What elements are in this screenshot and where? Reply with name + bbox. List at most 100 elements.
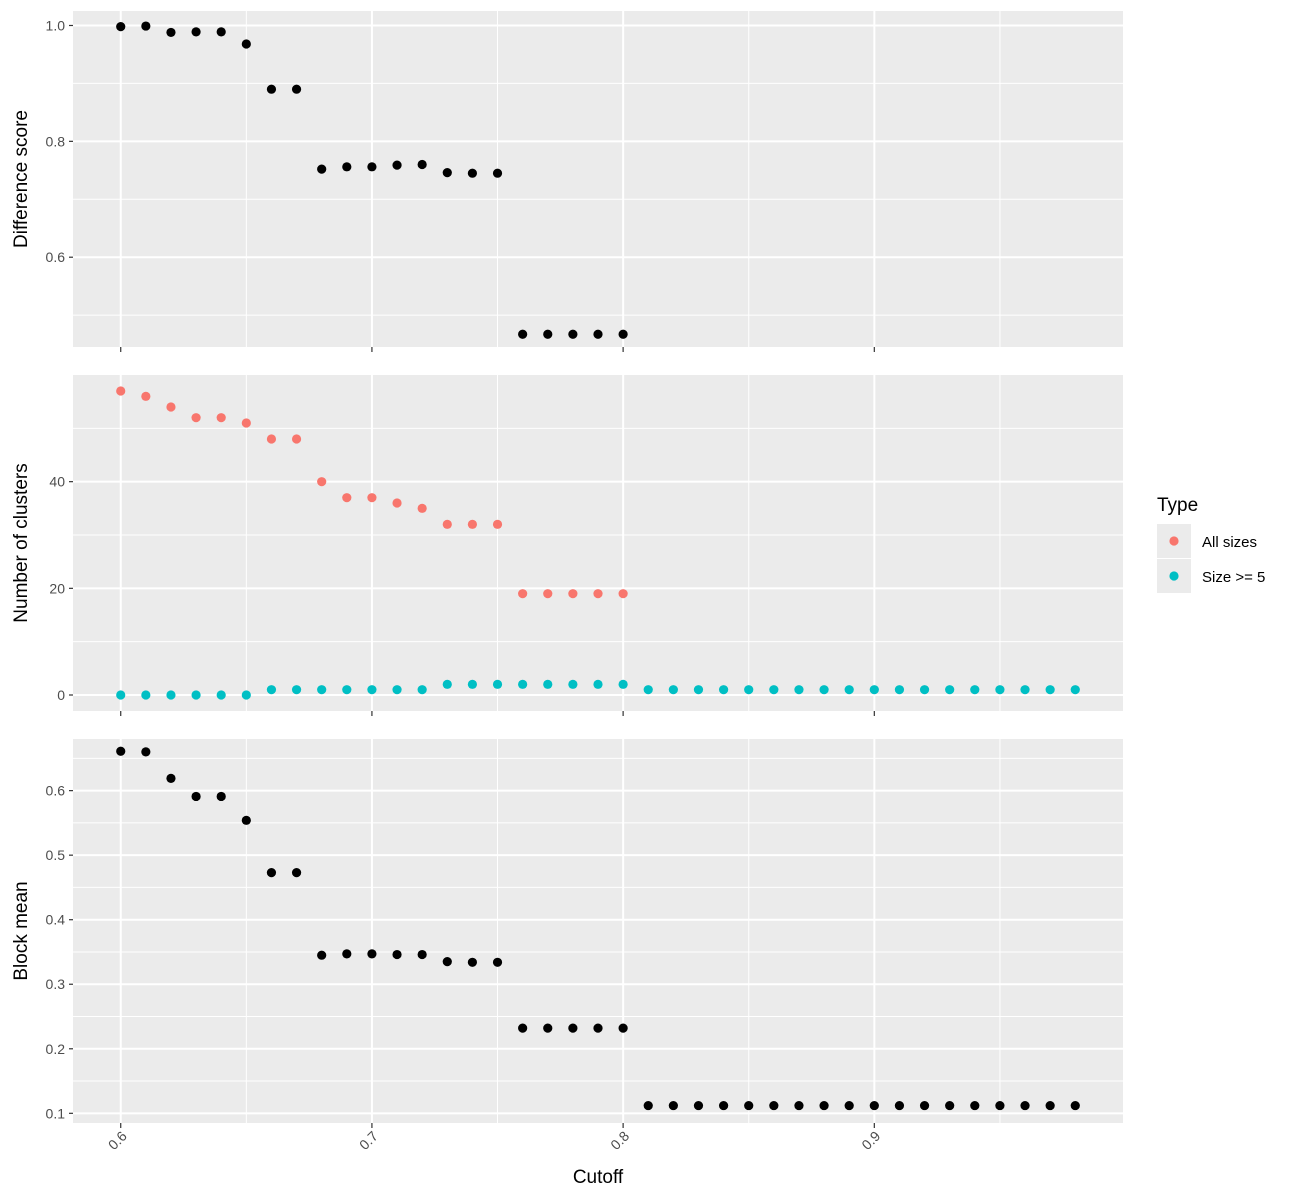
data-point [367,949,377,959]
data-point [894,1100,905,1111]
y-tick-label: 0.5 [46,847,66,863]
data-point [467,168,478,178]
data-point [241,815,251,825]
data-point [1045,685,1055,695]
data-point [166,402,176,412]
data-point [166,690,176,700]
data-point [417,949,427,960]
data-point [266,434,277,444]
data-point [342,949,352,959]
data-point [794,1100,804,1111]
panel-3: 0.1 0.2 0.3 0.4 0.5 0.6 Block mean [11,739,1123,1128]
data-point [191,413,201,423]
data-point [618,679,628,689]
data-point [266,685,277,695]
data-point [492,679,503,689]
data-point [844,685,854,695]
y-axis-title: Difference score [11,110,32,248]
data-point [869,1100,879,1111]
data-point [442,168,452,178]
data-point [668,1100,678,1111]
data-point [518,589,528,599]
y-tick-label: 0.3 [46,976,66,992]
data-point [116,22,126,32]
data-point [216,27,226,37]
data-point [1045,1100,1055,1111]
data-point [643,685,653,695]
data-point [342,162,352,172]
data-point [970,1100,980,1111]
data-point [492,957,503,967]
data-point [467,519,478,529]
data-point [568,329,578,339]
y-tick-label: 0.4 [46,912,66,928]
data-point [668,685,678,695]
y-tick-label: 0.8 [46,133,66,149]
panel-background [73,739,1123,1123]
legend-key-all-sizes [1169,536,1179,546]
data-point [116,690,126,700]
series-1-points [116,746,1080,1111]
data-point [392,949,402,960]
data-point [945,685,955,695]
data-point [794,685,804,695]
data-point [291,84,302,94]
data-point [869,685,879,695]
data-point [166,773,176,783]
data-point [593,679,603,689]
data-point [442,679,452,689]
data-point [492,168,503,178]
data-point [618,589,628,599]
data-point [718,685,729,695]
y-tick-label: 0.1 [46,1105,66,1121]
y-tick-label: 0.2 [46,1041,66,1057]
data-point [1020,1100,1030,1111]
legend-key-size-ge-5 [1169,571,1179,581]
data-point [116,386,126,396]
x-tick-label: 0.8 [607,1128,632,1153]
data-point [467,679,478,689]
data-point [342,685,352,695]
data-point [593,1023,603,1033]
y-tick-label: 1.0 [46,17,66,33]
data-point [291,434,302,444]
data-point [417,503,427,513]
data-point [543,329,553,339]
legend-label-all-sizes: All sizes [1202,534,1257,551]
data-point [241,690,251,700]
data-point [518,329,528,339]
data-point [693,1100,704,1111]
data-point [392,498,402,508]
legend-label-size-ge-5: Size >= 5 [1202,569,1265,586]
data-point [367,493,377,503]
data-point [216,413,226,423]
data-point [442,519,452,529]
series-1-points [116,386,628,599]
data-point [618,1023,628,1033]
data-point [392,160,402,170]
data-point [467,957,478,967]
data-point [317,477,327,487]
data-point [643,1100,653,1111]
data-point [1070,1100,1080,1111]
data-point [141,391,151,401]
data-point [266,84,277,94]
legend-title: Type [1157,495,1198,516]
series-2-points [116,679,1080,700]
panel-1: 0.6 0.8 1.0 Difference score [11,11,1123,352]
data-point [317,685,327,695]
data-point [945,1100,955,1111]
x-tick-label: 0.6 [105,1128,130,1153]
data-point [568,679,578,689]
data-point [216,791,226,802]
data-point [191,27,201,37]
data-point [518,679,528,689]
data-point [844,1100,854,1111]
y-axis-title: Number of clusters [11,463,32,622]
data-point [718,1100,729,1111]
panel-2: 0 20 40 Number of clusters [11,375,1123,716]
x-tick-label: 0.9 [858,1128,883,1153]
data-point [995,685,1005,695]
data-point [744,685,754,695]
data-point [241,418,251,428]
